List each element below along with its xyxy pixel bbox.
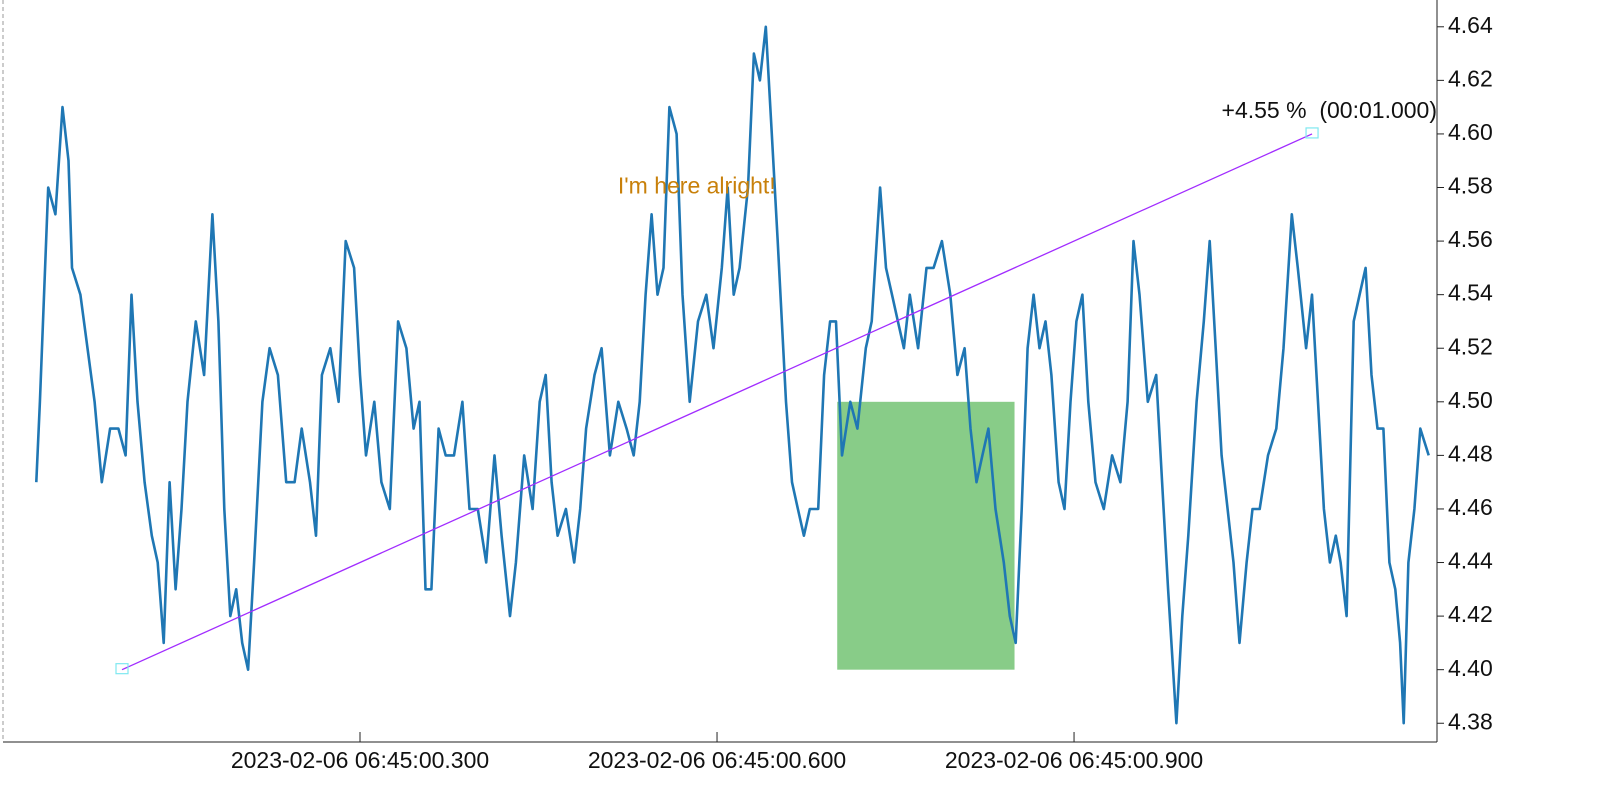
y-tick-label: 4.48 [1448, 440, 1493, 466]
rectangle-drawing [837, 401, 1015, 670]
y-tick-label: 4.50 [1448, 387, 1493, 413]
y-tick-label: 4.40 [1448, 655, 1493, 681]
y-tick-label: 4.56 [1448, 226, 1493, 252]
y-tick-label: 4.38 [1448, 708, 1493, 734]
y-tick-label: 4.52 [1448, 333, 1493, 359]
trend-line [121, 133, 1313, 671]
y-tick-label: 4.64 [1448, 12, 1493, 38]
y-tick-label: 4.42 [1448, 601, 1493, 627]
y-tick-label: 4.54 [1448, 280, 1493, 306]
y-tick-label: 4.58 [1448, 173, 1493, 199]
y-tick-label: 4.62 [1448, 65, 1493, 91]
price-line [35, 25, 1430, 725]
trend-label: +4.55 % (00:01.000) [1222, 97, 1437, 123]
x-tick-label: 2023-02-06 06:45:00.300 [231, 747, 489, 773]
y-tick-label: 4.60 [1448, 119, 1493, 145]
trend-handle [1305, 127, 1319, 139]
text-annotation: I'm here alright! [618, 173, 776, 199]
y-tick-label: 4.44 [1448, 548, 1493, 574]
trend-handle [115, 663, 129, 675]
x-tick-label: 2023-02-06 06:45:00.900 [945, 747, 1203, 773]
x-tick-label: 2023-02-06 06:45:00.600 [588, 747, 846, 773]
y-tick-label: 4.46 [1448, 494, 1493, 520]
